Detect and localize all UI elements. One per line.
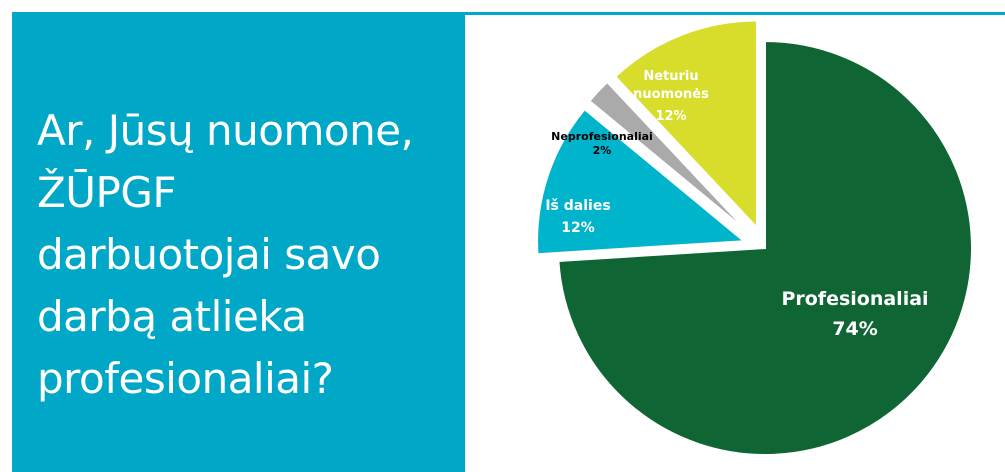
slice-label: Profesionaliai 74% [781,288,928,340]
slice-name-label: Neprofesionaliai [551,130,653,143]
pie-slice-neturiu-nuomon-s [613,19,758,231]
top-divider [465,12,1005,15]
slice-label: Neturiu nuomonės 12% [633,69,709,124]
question-line: ŽŪPGF [37,168,177,217]
slice-name-label: Neturiu [643,69,698,84]
slice-value-label: 12% [561,220,595,236]
slice-value-label: 74% [832,318,877,340]
question-text: Ar, Jūsų nuomone, ŽŪPGF darbuotojai savo… [37,100,462,410]
slice-name-label: Iš dalies [545,198,610,214]
slice-value-label: 12% [655,109,686,124]
pie-slices [536,19,973,456]
question-panel: Ar, Jūsų nuomone, ŽŪPGF darbuotojai savo… [12,12,465,472]
slice-name-label: Profesionaliai [781,288,928,310]
pie-labels: Profesionaliai 74%Iš dalies 12%Neprofesion… [545,69,928,340]
question-line: darbuotojai savo [37,230,381,279]
pie-slice-profesionaliai [557,39,973,456]
slice-label: Iš dalies 12% [545,198,610,236]
pie-chart: Profesionaliai 74%Iš dalies 12%Neprofesion… [536,19,973,456]
slice-label: Neprofesionaliai 2% [551,130,653,157]
pie-slice-i-dalies [536,107,747,256]
question-line: darbą atlieka [37,292,307,341]
question-line: profesionaliai? [37,354,334,403]
question-line: Ar, Jūsų nuomone, [37,106,414,155]
pie-slice-neprofesionaliai [588,80,750,234]
slice-name-label: nuomonės [633,87,709,102]
slice-value-label: 2% [593,144,612,157]
